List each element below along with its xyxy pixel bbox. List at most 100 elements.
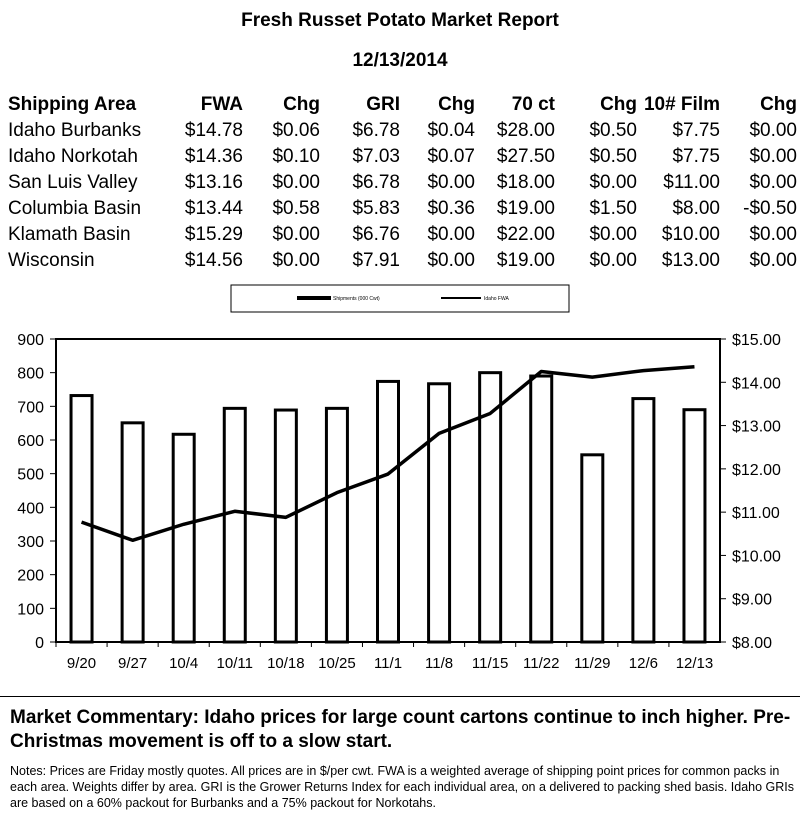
table-cell: $0.00	[749, 224, 797, 245]
shipments-price-chart: Shipments (000 Cwt) Idaho FWA 0 100 200 300 40…	[17, 284, 781, 672]
right-axis-tick-label: $15.00	[732, 332, 781, 349]
table-cell: -$0.50	[743, 198, 797, 219]
table-cell: $0.00	[589, 250, 637, 271]
left-axis-tick-label: 0	[35, 635, 44, 652]
table-cell: $14.56	[184, 250, 243, 271]
header-fwa: FWA	[200, 94, 243, 115]
left-axis-tick-label: 600	[17, 433, 44, 450]
legend-label-idaho-fwa: Idaho FWA	[484, 296, 509, 302]
table-cell: $6.78	[352, 120, 400, 141]
table-cell: $0.04	[427, 120, 475, 141]
table-row: Idaho Burbanks $14.78 $0.06 $6.78 $0.04 …	[8, 118, 797, 144]
table-cell: $0.07	[427, 146, 475, 167]
table-cell: $0.50	[589, 146, 637, 167]
header-70ct-chg: Chg	[600, 94, 637, 115]
table-cell: $19.00	[496, 250, 555, 271]
left-axis-tick-label: 200	[17, 568, 44, 585]
x-axis-tick-label: 10/18	[267, 655, 305, 672]
shipment-bar	[682, 408, 707, 644]
right-axis-tick-label: $12.00	[732, 462, 781, 479]
table-cell: $0.00	[589, 172, 637, 193]
shipment-bar	[171, 432, 196, 644]
table-cell: Klamath Basin	[8, 224, 131, 245]
x-axis-tick-label: 12/13	[676, 655, 714, 672]
table-cell: Columbia Basin	[8, 198, 142, 219]
right-axis-tick-label: $13.00	[732, 419, 781, 436]
header-gri: GRI	[366, 94, 400, 115]
table-cell: $14.78	[184, 120, 243, 141]
table-cell: $0.00	[272, 172, 320, 193]
table-cell: $0.00	[749, 172, 797, 193]
shipment-bar	[69, 394, 94, 644]
left-axis-tick-label: 800	[17, 366, 44, 383]
table-cell: Idaho Norkotah	[8, 146, 138, 167]
table-cell: Wisconsin	[8, 250, 95, 271]
table-cell: $7.75	[672, 120, 720, 141]
table-cell: $28.00	[496, 120, 555, 141]
shipment-bar	[222, 406, 247, 644]
table-cell: $0.00	[749, 250, 797, 271]
shipment-bar	[427, 382, 452, 644]
table-cell: $7.91	[352, 250, 400, 271]
table-cell: $0.00	[272, 250, 320, 271]
table-cell: $0.58	[272, 198, 320, 219]
table-cell: $27.50	[496, 146, 555, 167]
x-axis-tick-label: 11/22	[523, 655, 559, 672]
shipment-bar	[631, 397, 656, 644]
header-10film: 10# Film	[643, 94, 720, 115]
table-cell: $0.10	[272, 146, 320, 167]
table-cell: $0.00	[749, 146, 797, 167]
table-row: Wisconsin $14.56 $0.00 $7.91 $0.00 $19.0…	[8, 248, 797, 274]
header-shipping-area: Shipping Area	[8, 94, 137, 115]
left-axis-tick-label: 500	[17, 467, 44, 484]
table-row: Columbia Basin $13.44 $0.58 $5.83 $0.36 …	[8, 196, 797, 222]
table-cell: $1.50	[589, 198, 637, 219]
left-axis-tick-label: 300	[17, 534, 44, 551]
table-cell: Idaho Burbanks	[8, 120, 142, 141]
shipment-bar	[324, 406, 349, 644]
table-cell: $8.00	[672, 198, 720, 219]
legend-box	[230, 284, 570, 313]
x-axis-tick-label: 11/29	[574, 655, 610, 672]
header-70ct: 70 ct	[511, 94, 555, 115]
shipment-bar	[376, 379, 400, 644]
table-cell: $14.36	[184, 146, 243, 167]
left-axis-tick-label: 400	[17, 500, 44, 517]
header-fwa-chg: Chg	[283, 94, 320, 115]
table-cell: $22.00	[496, 224, 555, 245]
table-cell: $13.44	[184, 198, 243, 219]
table-header-row: Shipping Area FWA Chg GRI Chg 70 ct Chg …	[8, 92, 797, 118]
table-cell: $0.00	[589, 224, 637, 245]
table-cell: $7.75	[672, 146, 720, 167]
table-cell: $0.00	[272, 224, 320, 245]
market-commentary: Market Commentary: Idaho prices for larg…	[10, 707, 791, 752]
x-axis-tick-label: 11/15	[472, 655, 508, 672]
x-axis-tick-label: 11/8	[425, 655, 453, 672]
shipment-bar	[529, 374, 554, 644]
shipment-bar	[273, 408, 298, 644]
plot-frame	[55, 338, 721, 643]
table-cell: $0.50	[589, 120, 637, 141]
table-cell: $5.83	[352, 198, 400, 219]
x-axis-tick-label: 10/25	[318, 655, 356, 672]
report-date: 12/13/2014	[352, 50, 448, 71]
notes: Notes: Prices are Friday mostly quotes. …	[10, 764, 794, 810]
table-row: San Luis Valley $13.16 $0.00 $6.78 $0.00…	[8, 170, 797, 196]
shipment-bar	[580, 453, 605, 644]
table-cell: $13.16	[184, 172, 243, 193]
table-cell: $19.00	[496, 198, 555, 219]
left-axis-tick-label: 900	[17, 332, 44, 349]
divider	[0, 696, 800, 697]
table-row: Klamath Basin $15.29 $0.00 $6.76 $0.00 $…	[8, 222, 797, 248]
x-axis-tick-label: 9/20	[67, 655, 96, 672]
table-cell: $15.29	[184, 224, 243, 245]
table-row: Idaho Norkotah $14.36 $0.10 $7.03 $0.07 …	[8, 144, 797, 170]
table-cell: $6.78	[352, 172, 400, 193]
table-cell: $13.00	[661, 250, 720, 271]
header-10film-chg: Chg	[760, 94, 797, 115]
table-cell: $0.00	[427, 250, 475, 271]
table-cell: $6.76	[352, 224, 400, 245]
idaho-fwa-line	[80, 364, 695, 543]
left-axis-tick-label: 700	[17, 399, 44, 416]
legend-label-shipments: Shipments (000 Cwt)	[333, 296, 380, 302]
